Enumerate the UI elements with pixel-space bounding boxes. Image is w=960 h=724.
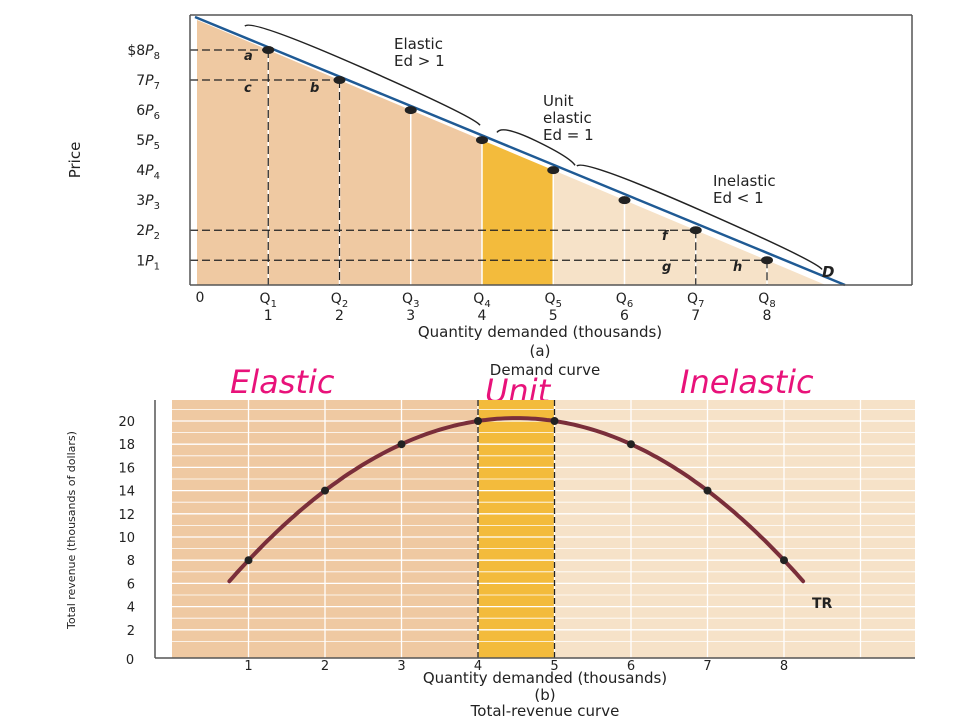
demand-segment-brace (496, 129, 576, 166)
tr-panel-label: (b) (534, 686, 555, 704)
tr-x-tick: 2 (321, 659, 329, 674)
demand-line-group: D (194, 15, 846, 287)
demand-x-tick-number: 7 (691, 308, 700, 324)
demand-area-letter: b (310, 81, 319, 96)
demand-segment-brace (244, 24, 481, 126)
demand-x-tick-number: 4 (478, 308, 487, 324)
tr-y-tick: 18 (118, 438, 135, 453)
demand-dashed-guides (190, 49, 768, 285)
demand-area-letter: h (733, 260, 742, 275)
tr-y-tick: 12 (118, 508, 135, 523)
tr-point (550, 417, 559, 425)
tr-region-unit (478, 400, 555, 658)
tr-y-axis-label: Total revenue (thousands of dollars) (65, 431, 78, 630)
demand-area-letter: g (662, 260, 671, 275)
demand-point (618, 196, 631, 205)
demand-panel-label: (a) (530, 342, 551, 360)
tr-x-tick: 6 (627, 659, 635, 674)
tr-origin-label: 0 (126, 653, 134, 668)
demand-y-tick: 4P4 (136, 163, 160, 182)
demand-chart-title: Demand curve (490, 361, 600, 379)
tr-shaded-regions (172, 400, 915, 658)
demand-area-letters: a b c f g h (244, 49, 742, 275)
tr-x-tick: 7 (703, 659, 711, 674)
tr-x-tick: 4 (474, 659, 482, 674)
demand-y-tick: 5P5 (136, 133, 160, 152)
tr-x-tick: 8 (780, 659, 788, 674)
demand-segment-braces (244, 24, 823, 270)
tr-y-tick: 6 (127, 577, 135, 592)
demand-series-label: D (822, 263, 834, 281)
demand-x-tick-number: 8 (763, 308, 772, 324)
demand-segment-label-line: Unit (543, 92, 574, 110)
demand-line (194, 15, 846, 287)
demand-segment-label-line: Ed > 1 (394, 52, 445, 70)
demand-x-tick-number: 5 (549, 308, 558, 324)
tr-region-inelastic (554, 400, 915, 658)
annotation-inelastic: Inelastic (680, 363, 814, 401)
demand-region-inelastic (553, 170, 826, 285)
demand-point (404, 106, 417, 115)
demand-point (761, 256, 773, 265)
demand-y-axis-label: Price (66, 142, 84, 179)
tr-x-tick: 3 (397, 659, 405, 674)
demand-point (333, 76, 346, 85)
demand-segment-label-line: Ed < 1 (713, 189, 764, 207)
tr-point (474, 417, 482, 425)
demand-x-tick-number: 6 (620, 308, 629, 324)
demand-point (547, 166, 560, 175)
demand-x-tick-number: 3 (406, 308, 415, 324)
tr-y-tick: 4 (127, 601, 135, 616)
tr-x-axis-label: Quantity demanded (thousands) (423, 669, 667, 687)
tr-y-tick: 10 (118, 531, 135, 546)
demand-area-letter: c (244, 81, 252, 96)
tr-x-tick: 1 (244, 659, 252, 674)
demand-x-tick-number: 2 (335, 308, 344, 324)
tr-point (244, 556, 253, 565)
demand-region-unit (482, 140, 554, 285)
demand-segment-brace (576, 164, 823, 270)
demand-area-letter: f (662, 229, 670, 244)
demand-x-tick-number: 1 (264, 308, 273, 324)
demand-area-letter: a (244, 49, 253, 64)
tr-points (244, 417, 788, 565)
demand-point (476, 136, 488, 145)
tr-point (627, 440, 635, 449)
demand-y-tick: 7P7 (136, 73, 160, 92)
demand-origin-label: 0 (196, 290, 205, 306)
tr-y-tick: 16 (118, 461, 135, 476)
tr-chart-title: Total-revenue curve (470, 702, 620, 720)
demand-segment-label-line: Inelastic (713, 172, 776, 190)
demand-y-tick: 2P2 (136, 223, 160, 242)
tr-point (780, 556, 788, 565)
demand-y-tick: 3P3 (136, 193, 160, 212)
annotation-elastic: Elastic (230, 363, 335, 401)
tr-point (703, 486, 712, 495)
demand-segment-label-line: Elastic (394, 35, 443, 53)
tr-y-tick: 8 (127, 554, 135, 569)
demand-shaded-regions (197, 19, 826, 285)
demand-point (689, 226, 702, 235)
tr-series-label: TR (812, 596, 833, 612)
tr-y-tick: 20 (118, 415, 135, 430)
tr-y-tick: 2 (127, 624, 135, 639)
demand-segment-label-line: elastic (543, 109, 592, 127)
tr-point (397, 440, 406, 449)
tr-x-tick: 5 (550, 659, 558, 674)
demand-y-tick: 1P1 (136, 253, 160, 272)
demand-x-axis-label: Quantity demanded (thousands) (418, 323, 662, 341)
demand-points (262, 45, 773, 265)
demand-y-tick: 6P6 (136, 103, 160, 122)
demand-point (262, 45, 275, 54)
demand-y-tick: $8P8 (127, 43, 160, 62)
tr-y-tick: 14 (118, 485, 135, 500)
demand-segment-label-line: Ed = 1 (543, 126, 594, 144)
tr-point (321, 486, 329, 495)
